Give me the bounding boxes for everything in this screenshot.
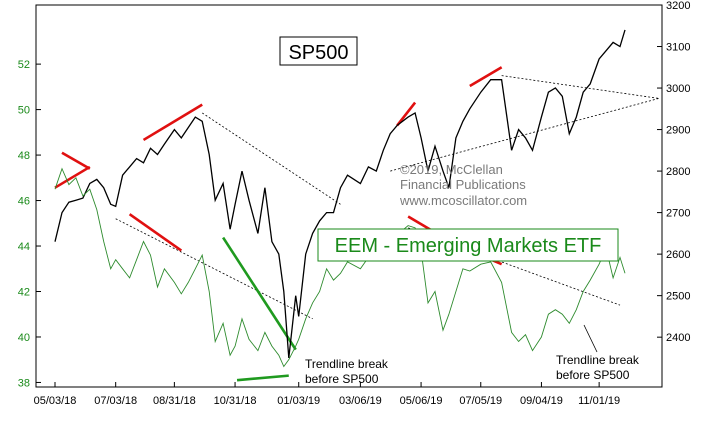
right-tick-label: 2700 [666,208,690,220]
left-tick-label: 50 [18,105,30,117]
x-axis: 05/03/18 07/03/18 08/31/18 10/31/18 01/03/19… [34,382,620,407]
right-tick-label: 3100 [666,42,690,54]
sp500-title-box [279,36,358,66]
x-tick-label: 05/03/18 [34,395,77,407]
annotation-right-line-2: before SP500 [556,368,630,382]
eem-red-mark-1 [61,151,91,170]
copyright-line-2: Financial Publications [400,177,526,192]
left-tick-label: 38 [18,377,30,389]
sp500-red-mark-3 [396,101,417,127]
right-tick-label: 2600 [666,249,690,261]
eem-trendline-decline [115,218,313,320]
plot-area [35,4,663,388]
sp500-red-mark-1 [54,165,91,189]
eem-title: EEM - Emerging Markets ETF [335,235,602,257]
sp500-red-mark-4 [469,66,503,88]
right-tick-label: 2500 [666,291,690,303]
right-axis: 2400 2500 2600 2700 2800 2900 3000 3100 3200 [657,0,690,344]
left-tick-label: 46 [18,196,30,208]
left-tick-label: 42 [18,287,30,299]
sp500-series-line [54,29,626,358]
right-tick-label: 3200 [666,0,690,12]
copyright-line-1: ©2019, McClellan [400,162,503,177]
sp500-title: SP500 [288,42,348,64]
right-tick-label: 2800 [666,166,690,178]
x-tick-label: 03/06/19 [339,395,382,407]
left-tick-label: 40 [18,332,30,344]
x-tick-label: 07/05/19 [459,395,502,407]
annotation-right-line-1: Trendline break [556,353,640,367]
annotation-left-line-2: before SP500 [305,372,379,386]
green-bottom-mark [236,374,289,382]
sp500-trendline-top [501,75,659,99]
green-decline-mark [222,236,297,351]
x-tick-label: 08/31/18 [153,395,196,407]
right-tick-label: 2400 [666,332,690,344]
copyright-line-3: www.mcoscillator.com [399,193,527,208]
annotation-left-line-1: Trendline break [305,357,389,371]
x-tick-label: 11/01/19 [578,395,620,407]
eem-series-line [54,167,626,368]
annotation-right-pointer [583,324,598,353]
x-tick-label: 05/06/19 [400,395,443,407]
left-axis: 38 40 42 44 46 48 50 52 [18,59,41,389]
eem-red-mark-2 [128,213,183,252]
right-tick-label: 3000 [666,83,690,95]
highlight-marks [54,66,503,382]
x-tick-label: 01/03/19 [277,395,320,407]
x-tick-label: 07/03/18 [94,395,137,407]
left-tick-label: 52 [18,59,30,71]
sp500-red-mark-2 [142,103,203,142]
left-tick-label: 44 [18,241,30,253]
x-tick-label: 10/31/18 [214,395,257,407]
right-tick-label: 2900 [666,125,690,137]
eem-title-box [317,228,619,262]
x-tick-label: 09/04/19 [520,395,563,407]
left-tick-label: 48 [18,150,30,162]
